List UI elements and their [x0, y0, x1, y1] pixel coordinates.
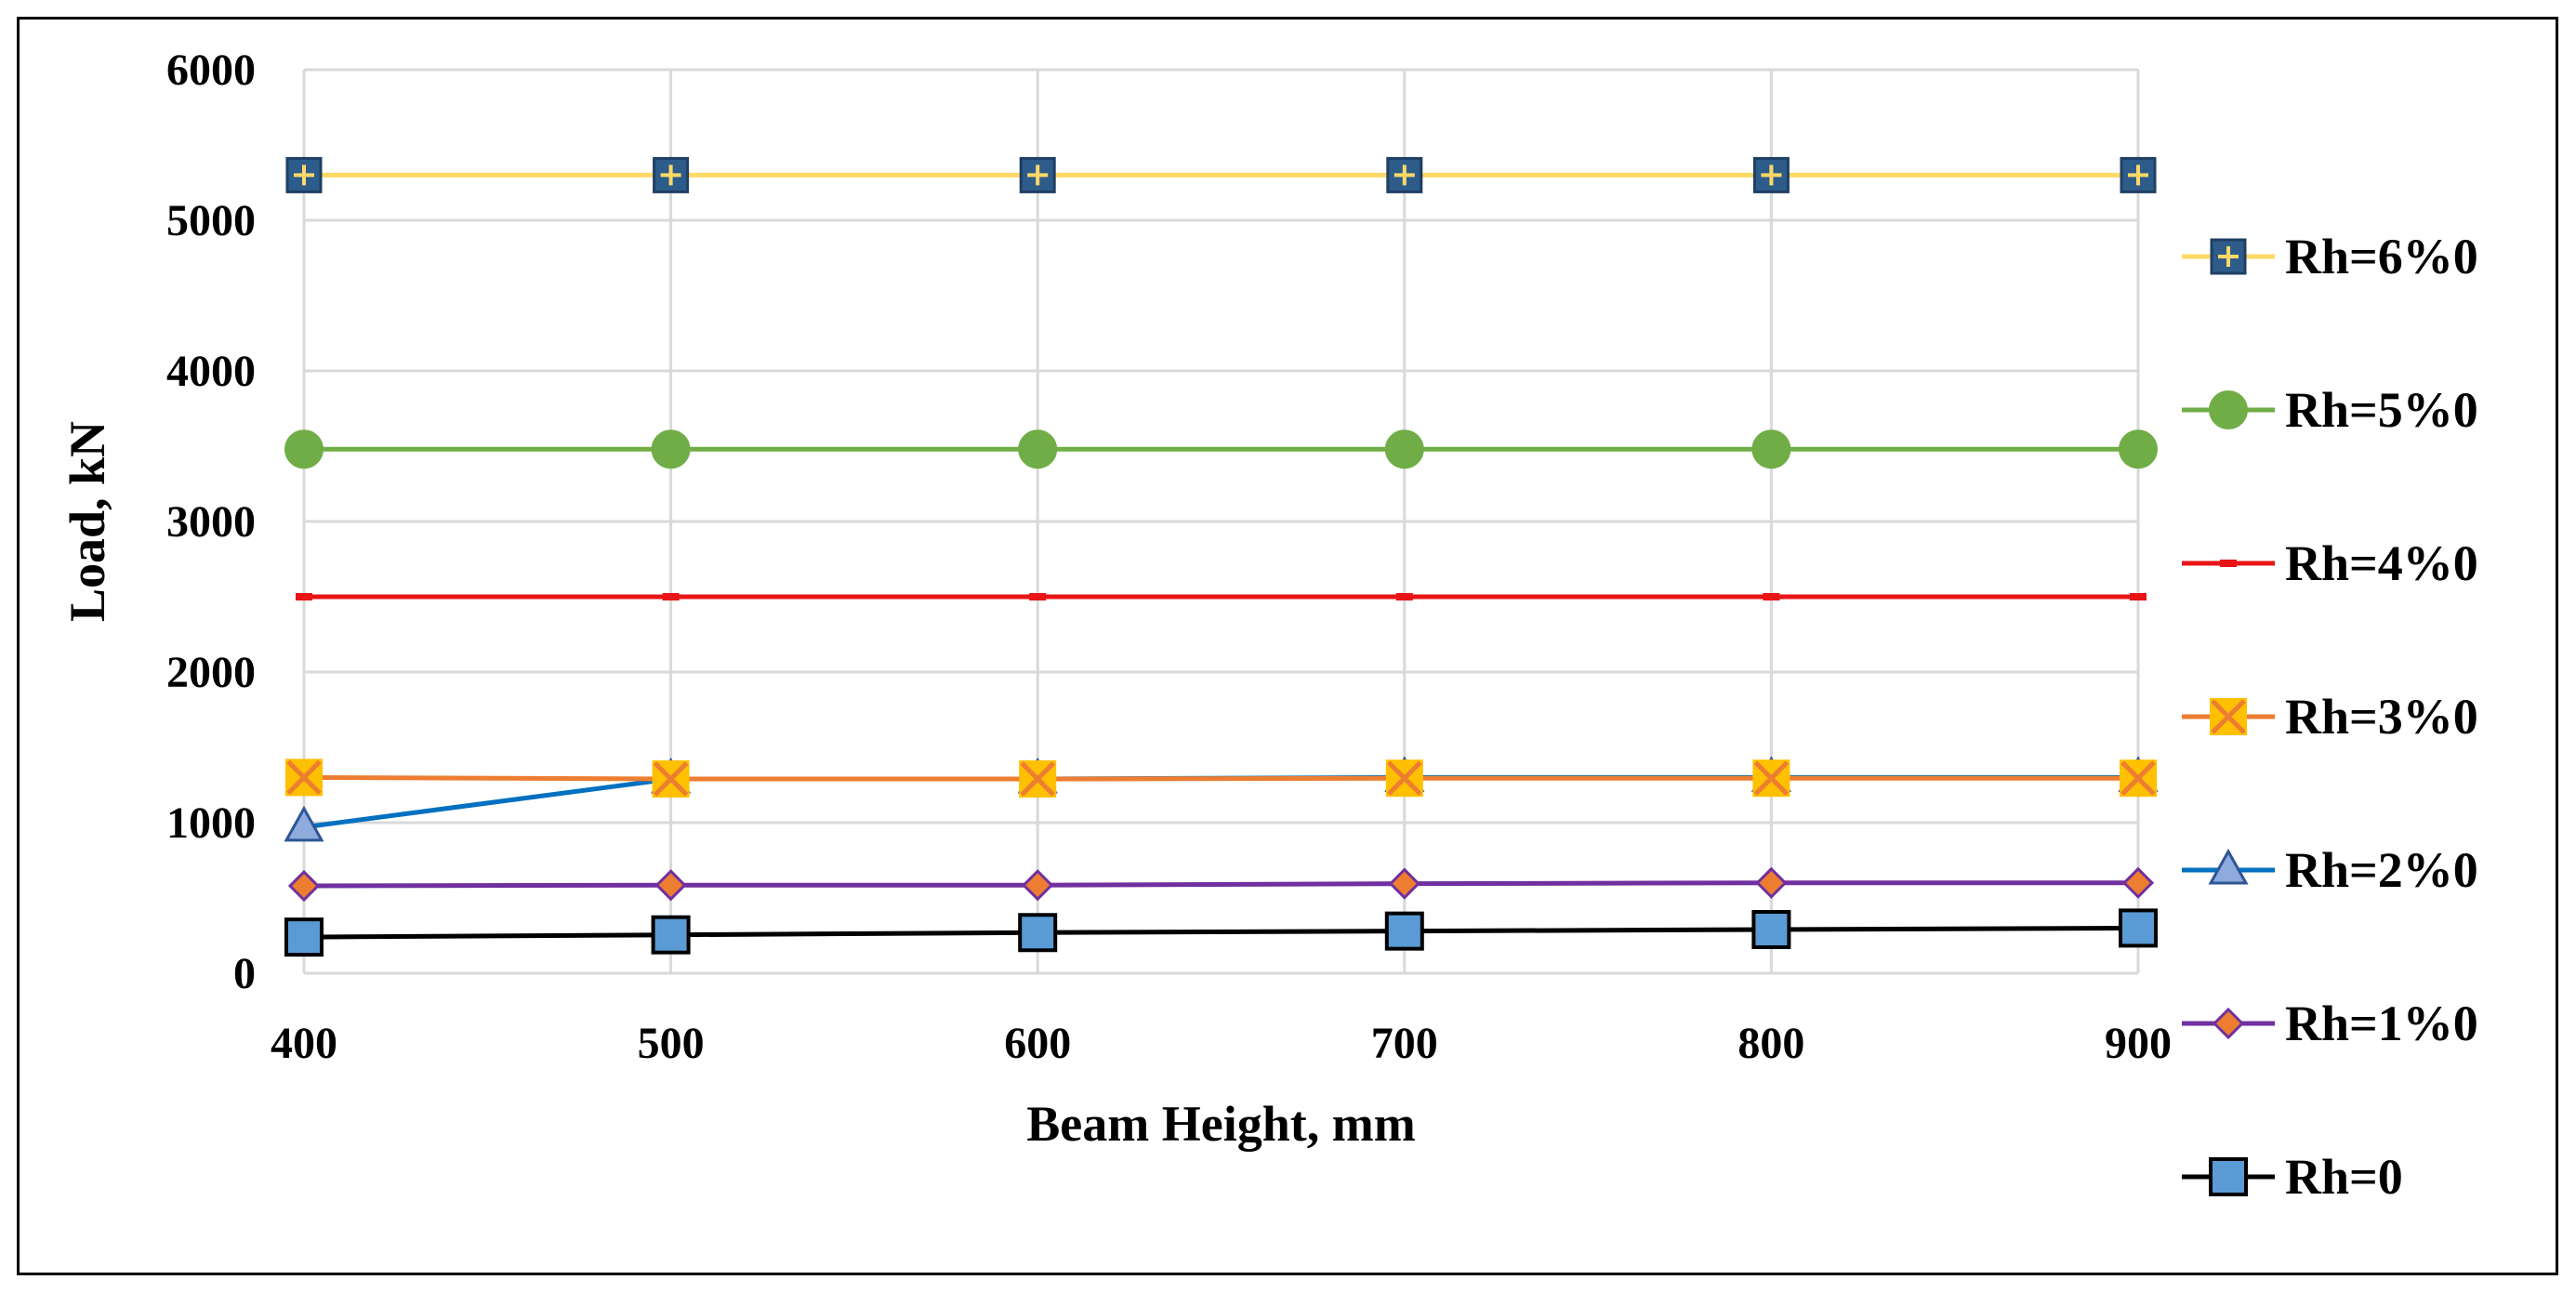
data-point	[287, 869, 321, 903]
data-point	[1752, 759, 1790, 798]
legend-item: Rh=4%0	[2182, 535, 2478, 591]
x-tick-label: 400	[271, 1019, 337, 1068]
x-tick-label: 700	[1371, 1019, 1438, 1068]
legend: Rh=6%0 Rh=5%0 Rh=4%0 Rh=3%0 Rh=2%0 Rh=1%0 Rh=0	[2182, 229, 2478, 1205]
data-point	[284, 429, 324, 469]
data-point	[1763, 593, 1780, 600]
x-tick-label: 600	[1004, 1019, 1071, 1068]
data-point	[1384, 429, 1424, 469]
series-line	[303, 774, 2138, 782]
x-tick-label: 500	[638, 1019, 705, 1068]
chart-frame	[17, 17, 2558, 1275]
data-point	[1018, 429, 1058, 469]
y-tick-label: 5000	[166, 196, 256, 245]
data-point	[1752, 156, 1790, 193]
series-rh-6-0	[285, 156, 2157, 193]
data-point	[1018, 913, 1058, 953]
legend-marker	[2210, 238, 2247, 275]
plot-area	[284, 156, 2159, 957]
legend-marker	[2220, 560, 2237, 567]
legend-item: Rh=3%0	[2182, 689, 2478, 745]
series-rh-0	[284, 908, 2158, 957]
data-point	[2120, 156, 2157, 193]
x-axis-title: Beam Height, mm	[1026, 1096, 1415, 1152]
data-point	[2130, 593, 2147, 600]
data-point	[2119, 908, 2158, 948]
series-line	[303, 774, 2138, 830]
x-tick-label: 800	[1737, 1019, 1804, 1068]
data-point	[1022, 869, 1054, 902]
legend-item: Rh=5%0	[2182, 382, 2478, 438]
x-tick-label: 900	[2105, 1019, 2172, 1068]
legend-label: Rh=3%0	[2285, 689, 2478, 745]
y-axis-title: Load, kN	[59, 421, 115, 622]
legend-marker	[2212, 1007, 2245, 1040]
axis-ticks: 0 1000 2000 3000 4000 5000 6000 400 500 600 700 800…	[166, 46, 2172, 1068]
legend-label: Rh=0	[2285, 1149, 2403, 1205]
y-tick-label: 4000	[166, 347, 256, 396]
legend-item: Rh=6%0	[2182, 229, 2478, 284]
data-point	[653, 156, 690, 193]
data-point	[651, 915, 691, 955]
legend-marker	[2210, 698, 2247, 735]
series-line	[303, 925, 2139, 940]
data-point	[2120, 759, 2157, 798]
data-point	[654, 869, 687, 902]
data-point	[285, 759, 323, 797]
legend-label: Rh=6%0	[2285, 229, 2478, 284]
legend-marker	[2209, 390, 2248, 429]
series-rh-4-0	[296, 593, 2147, 600]
legend-item: Rh=2%0	[2182, 842, 2478, 898]
legend-item: Rh=0	[2182, 1149, 2403, 1205]
data-point	[1385, 759, 1423, 798]
series-rh-2-0	[284, 756, 2159, 842]
legend-marker	[2208, 848, 2249, 885]
data-point	[2119, 429, 2158, 469]
y-tick-label: 1000	[166, 798, 256, 848]
data-point	[1019, 760, 1057, 798]
data-point	[1384, 911, 1424, 951]
data-point	[284, 805, 324, 842]
series-rh-5-0	[284, 429, 2158, 469]
y-tick-label: 6000	[166, 46, 256, 95]
series-line	[303, 880, 2138, 889]
data-point	[285, 156, 323, 193]
legend-label: Rh=2%0	[2285, 842, 2478, 898]
legend-label: Rh=4%0	[2285, 535, 2478, 591]
series-rh-1-0	[287, 866, 2155, 903]
legend-label: Rh=5%0	[2285, 382, 2478, 438]
data-point	[651, 429, 691, 469]
data-point	[1388, 867, 1420, 900]
y-tick-label: 0	[233, 949, 256, 998]
data-point	[1751, 910, 1791, 950]
data-point	[1751, 429, 1791, 469]
data-point	[296, 593, 312, 600]
data-point	[1395, 593, 1413, 600]
data-point	[1029, 593, 1047, 600]
legend-item: Rh=1%0	[2182, 996, 2478, 1051]
y-tick-label: 2000	[166, 648, 256, 697]
data-point	[1755, 866, 1788, 899]
data-point	[1386, 156, 1423, 193]
data-point	[284, 917, 324, 957]
series-rh-3-0	[285, 759, 2157, 798]
data-point	[652, 760, 690, 798]
data-point	[2121, 866, 2155, 899]
data-point	[1019, 156, 1056, 193]
grid-lines	[302, 68, 2140, 975]
y-tick-label: 3000	[166, 497, 256, 547]
legend-label: Rh=1%0	[2285, 996, 2478, 1051]
data-point	[662, 593, 680, 600]
legend-marker	[2209, 1157, 2248, 1196]
